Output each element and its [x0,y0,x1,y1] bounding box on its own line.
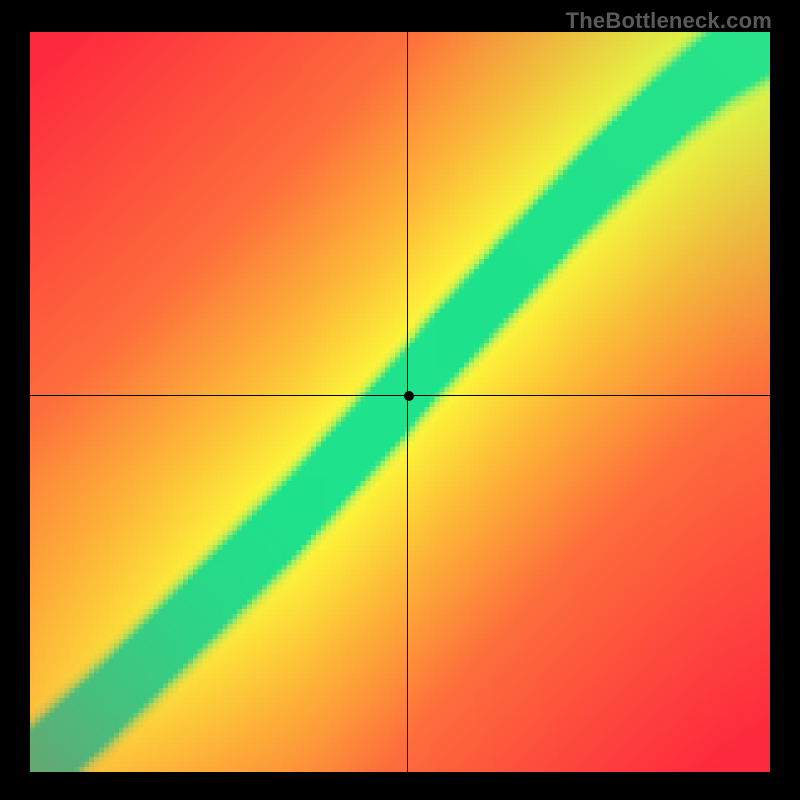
plot-area [30,32,770,772]
crosshair-marker-dot [404,391,414,401]
bottleneck-heatmap [30,32,770,772]
crosshair-vertical [407,32,408,772]
chart-container: TheBottleneck.com [0,0,800,800]
watermark-text: TheBottleneck.com [566,8,772,34]
crosshair-horizontal [30,395,770,396]
